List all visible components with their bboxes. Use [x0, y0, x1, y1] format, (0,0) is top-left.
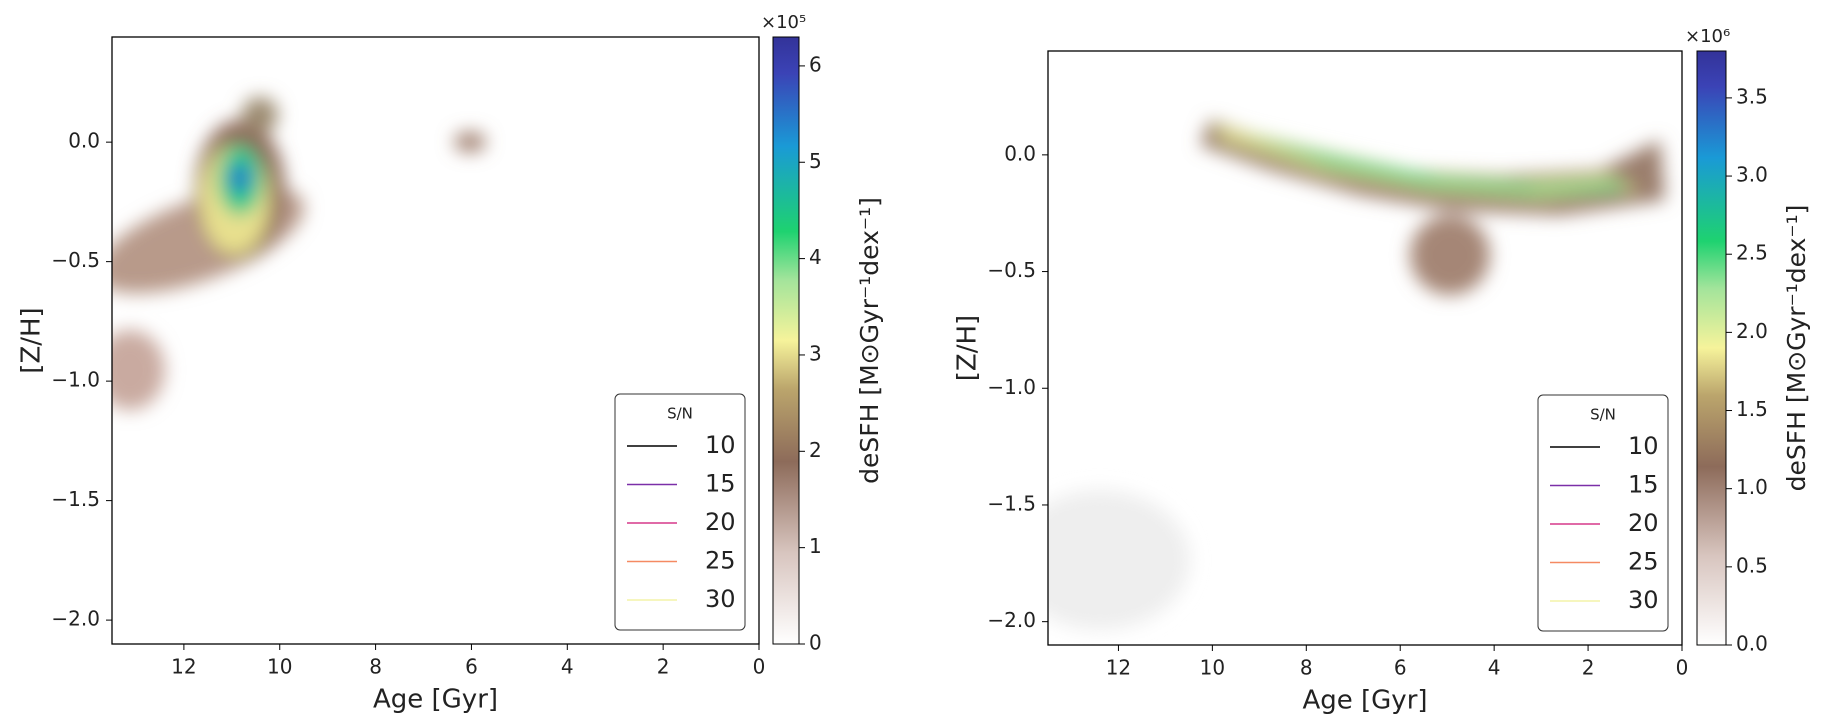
y-tick-label: −0.5 [987, 258, 1036, 282]
colorbar-tick-label: 0.5 [1736, 553, 1768, 577]
colorbar-tick-label: 5 [809, 149, 822, 173]
y-tick-label: −2.0 [987, 608, 1036, 632]
colorbar-tick-label: 3.0 [1736, 163, 1768, 187]
x-axis-label: Age [Gyr] [1302, 686, 1427, 716]
colorbar-tick-label: 0 [809, 631, 822, 655]
colorbar [1696, 50, 1727, 646]
legend-label: 30 [705, 585, 736, 613]
legend-box [614, 393, 746, 631]
y-axis-label: [Z/H] [17, 307, 47, 373]
legend-label: 15 [705, 470, 736, 498]
y-tick-label: −2.0 [51, 607, 100, 631]
x-tick-label: 4 [561, 655, 574, 679]
colorbar-tick-label: 4 [809, 245, 822, 269]
y-axis-label: [Z/H] [953, 315, 983, 381]
colorbar-tick-label: 1.5 [1736, 397, 1768, 421]
legend-title: S/N [667, 405, 693, 423]
legend-label: 25 [1628, 548, 1659, 576]
legend-label: 10 [1628, 432, 1659, 460]
colorbar-tick-label: 3.5 [1736, 84, 1768, 108]
legend-label: 30 [1628, 586, 1659, 614]
x-tick-label: 8 [1300, 656, 1313, 680]
legend-label: 10 [705, 431, 736, 459]
y-tick-label: −1.5 [51, 487, 100, 511]
colorbar-tick-label: 2.0 [1736, 319, 1768, 343]
y-tick-label: 0.0 [1004, 141, 1036, 165]
colorbar-tick-label: 1 [809, 534, 822, 558]
x-tick-label: 2 [1582, 656, 1595, 680]
colorbar-multiplier: ×10⁶ [1685, 26, 1730, 47]
y-tick-label: −1.0 [987, 375, 1036, 399]
x-tick-label: 12 [171, 655, 196, 679]
y-tick-label: −1.0 [51, 368, 100, 392]
legend-title: S/N [1590, 406, 1616, 424]
x-axis-label: Age [Gyr] [373, 685, 498, 715]
colorbar-tick-label: 3 [809, 341, 822, 365]
density-shading [112, 97, 486, 410]
legend-label: 25 [705, 547, 736, 575]
colorbar [772, 36, 800, 645]
y-tick-label: −1.5 [987, 491, 1036, 515]
x-tick-label: 10 [267, 655, 292, 679]
colorbar-tick-label: 2 [809, 438, 822, 462]
colorbar-tick-label: 2.5 [1736, 241, 1768, 265]
axes-frame [1047, 50, 1683, 646]
x-tick-label: 6 [465, 655, 478, 679]
y-tick-label: −0.5 [51, 248, 100, 272]
x-tick-label: 0 [753, 655, 766, 679]
colorbar-label: deSFH [M⊙Gyr⁻¹dex⁻¹] [855, 197, 884, 484]
y-tick-label: 0.0 [68, 129, 100, 153]
colorbar-tick-label: 1.0 [1736, 475, 1768, 499]
x-tick-label: 2 [657, 655, 670, 679]
legend-label: 20 [705, 508, 736, 536]
legend-box [1537, 394, 1669, 632]
legend-label: 15 [1628, 471, 1659, 499]
x-tick-label: 8 [369, 655, 382, 679]
x-tick-label: 0 [1676, 656, 1689, 680]
colorbar-label: deSFH [M⊙Gyr⁻¹dex⁻¹] [1782, 205, 1811, 492]
colorbar-multiplier: ×10⁵ [761, 12, 806, 33]
x-tick-label: 6 [1394, 656, 1407, 680]
x-tick-label: 10 [1200, 656, 1225, 680]
colorbar-tick-label: 6 [809, 52, 822, 76]
colorbar-tick-label: 0.0 [1736, 632, 1768, 656]
legend-label: 20 [1628, 509, 1659, 537]
x-tick-label: 12 [1106, 656, 1131, 680]
x-tick-label: 4 [1488, 656, 1501, 680]
density-shading [1048, 120, 1665, 630]
axes-frame [111, 36, 760, 645]
